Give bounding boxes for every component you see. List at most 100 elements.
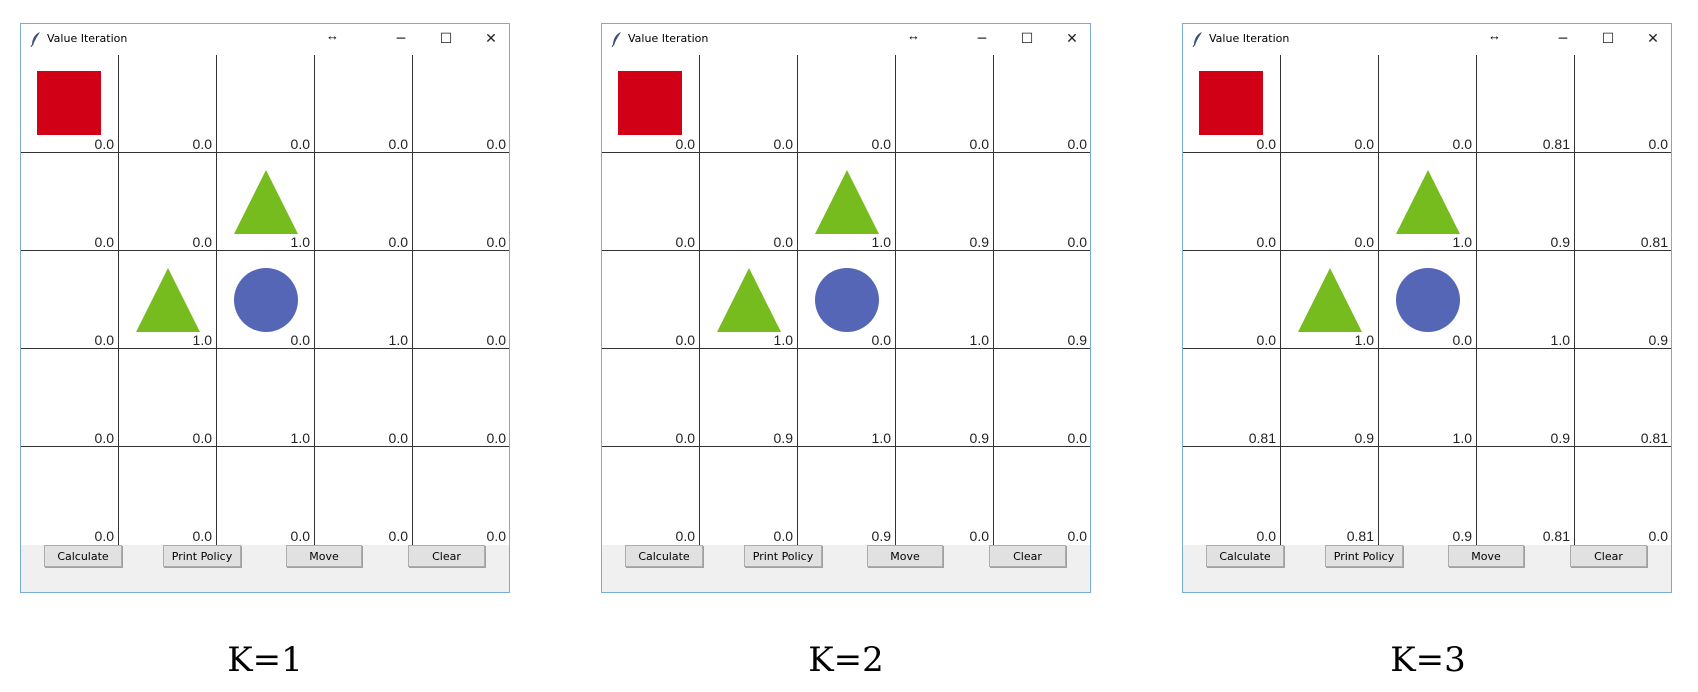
goal-circle [1396,268,1460,332]
grid-line-horizontal [1183,152,1671,153]
close-button[interactable]: ✕ [485,31,497,47]
value-iteration-window: Value Iteration ↔ ─ ☐ ✕ 0.0 0.0 0.0 0.0 0.0 0.0 0.0… [20,23,510,593]
window-title: Value Iteration [47,32,128,45]
maximize-button[interactable]: ☐ [439,31,453,47]
close-button[interactable]: ✕ [1647,31,1659,47]
state-value: 1.0 [290,234,310,250]
state-value: 0.0 [1452,332,1472,348]
print-policy-button[interactable]: Print Policy [163,545,241,567]
move-button[interactable]: Move [286,545,362,567]
clear-button[interactable]: Clear [408,545,485,567]
state-value: 0.0 [1354,234,1374,250]
value-iteration-window: Value Iteration ↔ ─ ☐ ✕ 0.0 0.0 0.0 0.0 0.0 0.0 0.0… [601,23,1091,593]
grid-line-vertical [314,55,315,545]
resize-icon: ↔ [326,28,339,43]
state-value: 0.0 [94,136,114,152]
state-value: 0.81 [1640,234,1668,250]
clear-button[interactable]: Clear [1570,545,1647,567]
minimize-button[interactable]: ─ [396,31,406,47]
state-value: 0.0 [192,136,212,152]
title-bar[interactable]: Value Iteration ↔ ─ ☐ ✕ [1183,24,1671,56]
state-value: 0.0 [773,234,793,250]
state-value: 0.0 [1648,528,1668,544]
grid-line-horizontal [602,446,1090,447]
goal-circle [234,268,298,332]
title-bar[interactable]: Value Iteration ↔ ─ ☐ ✕ [602,24,1090,56]
calculate-button[interactable]: Calculate [625,545,703,567]
print-policy-button[interactable]: Print Policy [744,545,822,567]
agent-rectangle [37,71,101,135]
state-value: 0.0 [388,528,408,544]
grid-line-horizontal [21,348,509,349]
maximize-button[interactable]: ☐ [1020,31,1034,47]
grid-line-vertical [1476,55,1477,545]
grid-canvas[interactable]: 0.0 0.0 0.0 0.0 0.0 0.0 0.0 1.0 0.0 0.0 0.0 1.0 0.0 1… [21,55,509,545]
state-value: 0.0 [1067,136,1087,152]
state-value: 0.9 [1452,528,1472,544]
state-value: 0.0 [675,136,695,152]
calculate-button[interactable]: Calculate [44,545,122,567]
state-value: 0.0 [773,528,793,544]
calculate-button[interactable]: Calculate [1206,545,1284,567]
state-value: 0.81 [1542,136,1570,152]
state-value: 0.81 [1248,430,1276,446]
obstacle-triangle [1396,170,1460,234]
state-value: 0.9 [969,234,989,250]
state-value: 0.0 [773,136,793,152]
minimize-button[interactable]: ─ [1558,31,1568,47]
state-value: 1.0 [388,332,408,348]
state-value: 0.0 [192,430,212,446]
grid-line-vertical [993,55,994,545]
grid-canvas[interactable]: 0.0 0.0 0.0 0.0 0.0 0.0 0.0 1.0 0.9 0.0 0.0 1.0 0.0 1… [602,55,1090,545]
state-value: 0.0 [1256,332,1276,348]
title-bar[interactable]: Value Iteration ↔ ─ ☐ ✕ [21,24,509,56]
print-policy-button[interactable]: Print Policy [1325,545,1403,567]
state-value: 0.0 [675,528,695,544]
state-value: 0.9 [1550,234,1570,250]
button-bar: Calculate Print Policy Move Clear [1183,545,1671,592]
state-value: 0.0 [1256,234,1276,250]
grid-line-horizontal [21,446,509,447]
state-value: 0.9 [1067,332,1087,348]
state-value: 1.0 [1452,234,1472,250]
grid-line-vertical [412,55,413,545]
state-value: 0.9 [1648,332,1668,348]
state-value: 1.0 [1550,332,1570,348]
state-value: 1.0 [290,430,310,446]
state-value: 0.0 [675,332,695,348]
state-value: 0.9 [773,430,793,446]
state-value: 0.0 [969,136,989,152]
grid-line-horizontal [21,250,509,251]
grid-line-vertical [797,55,798,545]
state-value: 1.0 [969,332,989,348]
maximize-button[interactable]: ☐ [1601,31,1615,47]
state-value: 1.0 [1452,430,1472,446]
minimize-button[interactable]: ─ [977,31,987,47]
state-value: 1.0 [871,430,891,446]
state-value: 0.81 [1542,528,1570,544]
obstacle-triangle [234,170,298,234]
state-value: 0.0 [486,528,506,544]
state-value: 1.0 [773,332,793,348]
grid-canvas[interactable]: 0.0 0.0 0.0 0.81 0.0 0.0 0.0 1.0 0.9 0.81 0.0 1.0 0.… [1183,55,1671,545]
clear-button[interactable]: Clear [989,545,1066,567]
grid-line-vertical [118,55,119,545]
state-value: 0.0 [94,332,114,348]
grid-line-vertical [1280,55,1281,545]
grid-line-horizontal [602,250,1090,251]
state-value: 0.0 [388,136,408,152]
iteration-caption: K=1 [227,640,303,680]
grid-line-horizontal [1183,348,1671,349]
state-value: 0.0 [1256,136,1276,152]
state-value: 0.0 [675,234,695,250]
state-value: 0.0 [94,528,114,544]
grid-line-vertical [895,55,896,545]
grid-line-vertical [1574,55,1575,545]
move-button[interactable]: Move [867,545,943,567]
close-button[interactable]: ✕ [1066,31,1078,47]
grid-line-horizontal [21,152,509,153]
move-button[interactable]: Move [1448,545,1524,567]
state-value: 1.0 [1354,332,1374,348]
agent-rectangle [1199,71,1263,135]
state-value: 1.0 [192,332,212,348]
